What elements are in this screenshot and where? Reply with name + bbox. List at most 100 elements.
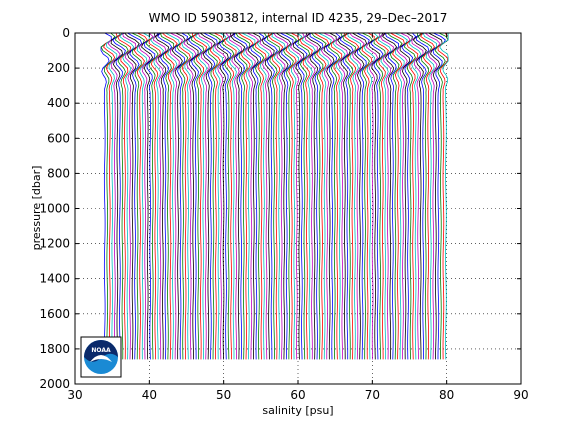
profile-line bbox=[339, 32, 354, 360]
profile-line bbox=[255, 32, 270, 360]
profile-line bbox=[250, 32, 265, 360]
y-tick-label: 1200 bbox=[39, 237, 70, 251]
salinity-profiles bbox=[100, 32, 449, 360]
profile-line bbox=[439, 33, 449, 360]
profile-line bbox=[174, 32, 189, 360]
profile-line bbox=[420, 32, 436, 360]
profile-line bbox=[233, 32, 248, 360]
profile-line bbox=[342, 32, 356, 360]
profile-line bbox=[318, 32, 332, 360]
profile-line bbox=[411, 32, 425, 360]
profile-line bbox=[417, 32, 433, 360]
profile-line bbox=[252, 32, 268, 360]
profile-line bbox=[117, 32, 132, 360]
profile-line bbox=[235, 32, 251, 360]
profile-line bbox=[124, 32, 140, 360]
x-axis-label: salinity [psu] bbox=[262, 404, 333, 417]
profile-line bbox=[432, 32, 446, 360]
profile-line bbox=[297, 32, 312, 360]
profile-line bbox=[386, 32, 403, 360]
y-axis-ticks: 0 200 400 600 800 1000 1200 1400 1600 1800 2000 bbox=[39, 26, 521, 391]
profile-line bbox=[105, 32, 121, 360]
profile-line bbox=[408, 32, 424, 360]
profile-line bbox=[283, 32, 298, 360]
profile-line bbox=[403, 32, 419, 360]
profile-line bbox=[217, 32, 232, 360]
profile-line bbox=[356, 32, 370, 360]
profile-line bbox=[100, 32, 116, 360]
y-tick-label: 0 bbox=[62, 26, 70, 40]
profile-line bbox=[289, 32, 305, 360]
profile-line bbox=[207, 32, 222, 360]
profile-line bbox=[199, 32, 216, 360]
profile-line bbox=[218, 32, 235, 360]
chart-title: WMO ID 5903812, internal ID 4235, 29–Dec… bbox=[149, 11, 448, 25]
profile-line bbox=[245, 32, 260, 360]
profile-line bbox=[136, 32, 150, 360]
profile-line bbox=[259, 32, 275, 360]
profile-line bbox=[154, 32, 170, 360]
profile-line bbox=[332, 32, 349, 360]
profile-line bbox=[266, 32, 280, 360]
profile-line bbox=[314, 32, 330, 360]
profile-line bbox=[237, 32, 254, 360]
profile-line bbox=[162, 32, 178, 360]
profile-line bbox=[150, 32, 164, 360]
profile-line bbox=[110, 32, 125, 360]
profile-line bbox=[197, 32, 213, 360]
x-tick-label: 70 bbox=[365, 388, 380, 402]
profile-line bbox=[385, 32, 399, 360]
profile-line bbox=[361, 32, 375, 360]
profile-line bbox=[330, 32, 346, 360]
profile-line bbox=[320, 32, 335, 360]
profile-line bbox=[370, 32, 386, 360]
profile-line bbox=[221, 32, 237, 360]
profile-line bbox=[103, 32, 118, 360]
y-axis-label: pressure [dbar] bbox=[30, 166, 43, 251]
profile-line bbox=[143, 32, 159, 360]
profile-line bbox=[157, 32, 173, 360]
y-tick-label: 1800 bbox=[39, 342, 70, 356]
profile-line bbox=[160, 32, 175, 360]
profile-line bbox=[294, 32, 311, 360]
profile-line bbox=[131, 32, 145, 360]
profile-line bbox=[349, 32, 365, 360]
profile-line bbox=[412, 32, 427, 360]
profile-line bbox=[171, 32, 186, 360]
logo-text: NOAA bbox=[91, 347, 111, 354]
y-tick-label: 800 bbox=[47, 166, 70, 180]
logo-sky bbox=[84, 340, 118, 362]
profile-line bbox=[141, 32, 156, 360]
profile-line bbox=[169, 32, 183, 360]
profile-line bbox=[214, 32, 230, 360]
profile-line bbox=[127, 32, 143, 360]
profile-line bbox=[263, 32, 278, 360]
profile-line bbox=[261, 32, 275, 360]
profile-line bbox=[153, 32, 167, 360]
profile-line bbox=[416, 32, 430, 360]
profile-line bbox=[406, 32, 422, 360]
profile-line bbox=[119, 32, 135, 360]
profile-line bbox=[114, 32, 129, 360]
profile-line bbox=[368, 32, 384, 360]
profile-line bbox=[148, 32, 163, 360]
profile-line bbox=[275, 32, 292, 360]
x-tick-label: 50 bbox=[216, 388, 231, 402]
profile-line bbox=[434, 32, 449, 360]
profile-line bbox=[375, 32, 389, 360]
x-tick-label: 30 bbox=[67, 388, 82, 402]
profile-line bbox=[186, 32, 200, 360]
profile-line bbox=[377, 32, 392, 360]
profile-line bbox=[287, 32, 303, 360]
profile-line bbox=[133, 32, 148, 360]
profile-line bbox=[203, 32, 218, 360]
profile-line bbox=[179, 32, 194, 360]
profile-line bbox=[187, 32, 202, 360]
y-tick-label: 400 bbox=[47, 96, 70, 110]
profile-line bbox=[138, 32, 154, 360]
profile-line bbox=[100, 32, 112, 360]
profile-line bbox=[191, 32, 205, 360]
profile-line bbox=[323, 32, 337, 360]
x-tick-label: 40 bbox=[142, 388, 157, 402]
profile-line bbox=[241, 32, 256, 360]
